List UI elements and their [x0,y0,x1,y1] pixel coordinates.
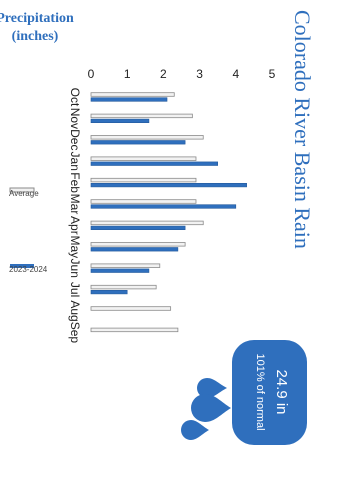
x-tick-label: Aug [68,300,82,321]
bar-average [90,177,197,183]
bars [90,92,247,333]
y-axis-label-line2: (inches) [12,29,59,44]
y-tick-label: 2 [160,67,167,81]
chart-title: Colorado River Basin Rain [290,10,315,249]
bar-2023-2024 [90,247,179,252]
bar-average [90,306,172,311]
x-tick-label: Sep [68,322,82,344]
callout-badge [232,340,307,445]
bar-average [90,263,161,268]
callout-value: 24.9 in [273,369,290,414]
y-tick-label: 3 [196,67,203,81]
x-tick-label: Jul [68,282,82,297]
raindrop-icon [197,378,227,398]
x-tick-label: Oct [68,88,82,107]
bar-2023-2024 [90,225,186,231]
bar-average [90,135,204,140]
y-tick-label: 0 [88,67,95,81]
bar-average [90,220,204,226]
y-tick-label: 1 [124,67,131,81]
legend-swatch-average [9,187,35,193]
bar-average [90,113,193,119]
bar-2023-2024 [90,204,237,209]
raindrop-icon [191,394,231,422]
x-tick-label: Jan [68,152,82,171]
x-tick-label: May [68,235,82,258]
bar-average [90,284,157,290]
bar-2023-2024 [90,118,150,123]
callout-note: 101% of normal [254,353,266,430]
x-tick-label: Dec [68,129,82,150]
legend-label-average: Average [9,189,39,198]
bar-average [90,327,179,333]
bar-average [90,156,197,161]
x-tick-label: Nov [68,108,82,129]
bar-2023-2024 [90,97,168,102]
bar-2023-2024 [90,183,247,188]
bar-average [90,199,197,204]
legend-label-2023-2024: 2023-2024 [9,265,48,274]
y-axis-label-line1: Precipitation [0,11,74,26]
x-tick-label: Apr [68,216,82,235]
bar-average [90,242,186,247]
raindrop-icons [181,378,231,440]
bar-2023-2024 [90,161,218,166]
x-tick-label: Feb [68,172,82,193]
bar-2023-2024 [90,289,128,295]
x-tick-label: Mar [68,194,82,215]
legend-swatch-2023-2024 [10,264,34,268]
bar-2023-2024 [90,268,150,273]
raindrop-icon [181,420,209,440]
y-tick-label: 5 [269,67,276,81]
bar-average [90,92,175,97]
bar-2023-2024 [90,140,186,145]
total-callout: 24.9 in 101% of normal [232,340,307,445]
x-tick-label: Jun [68,259,82,278]
y-tick-label: 4 [232,67,239,81]
legend: Average 2023-2024 [9,187,48,274]
y-axis-ticks: 0 1 2 3 4 5 [88,67,276,81]
